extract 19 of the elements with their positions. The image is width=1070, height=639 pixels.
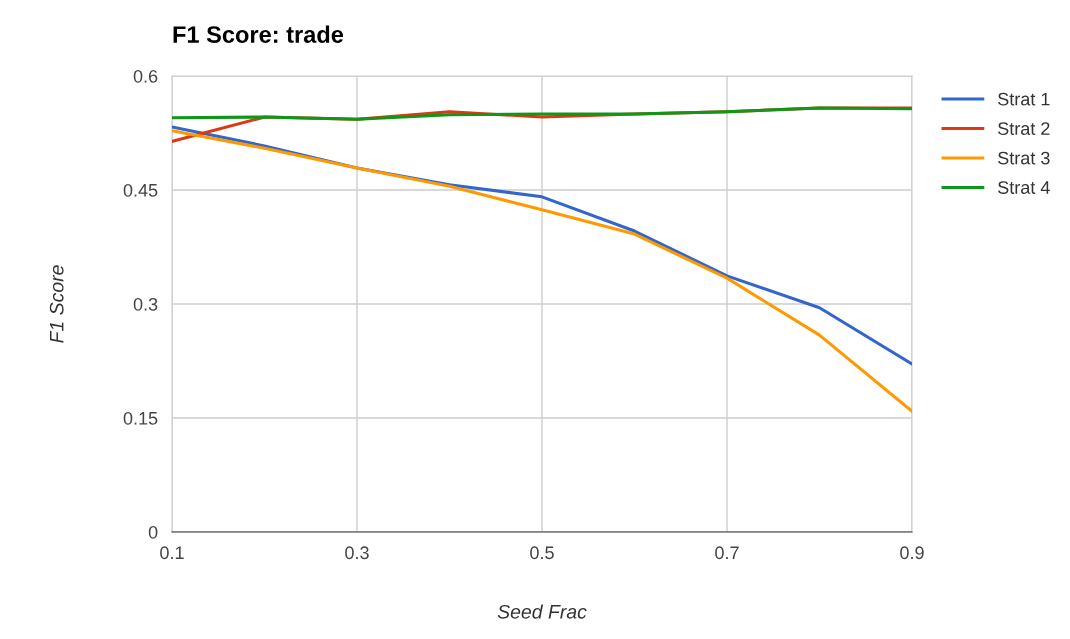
x-tick-label: 0.3 xyxy=(345,546,369,560)
legend-label: Strat 2 xyxy=(998,122,1050,135)
chart-title: F1 Score: trade xyxy=(173,25,344,43)
line-series xyxy=(172,106,912,121)
x-axis-title: Seed Frac xyxy=(497,604,587,619)
x-tick-label: 0.5 xyxy=(530,546,554,560)
y-tick-label: 0 xyxy=(148,525,158,539)
y-tick-label: 0.15 xyxy=(123,411,158,425)
y-tick-label: 0.6 xyxy=(133,69,158,83)
legend-label: Strat 3 xyxy=(998,151,1050,165)
x-tick-label: 0.1 xyxy=(160,546,184,560)
y-axis-title: F1 Score xyxy=(49,265,64,343)
legend-label: Strat 1 xyxy=(998,92,1050,106)
y-tick-label: 0.45 xyxy=(123,183,158,197)
x-tick-label: 0.7 xyxy=(715,546,739,560)
y-tick-label: 0.3 xyxy=(133,297,158,311)
legend-label: Strat 4 xyxy=(998,181,1050,194)
line-series xyxy=(172,129,912,413)
x-tick-label: 0.9 xyxy=(900,546,924,560)
